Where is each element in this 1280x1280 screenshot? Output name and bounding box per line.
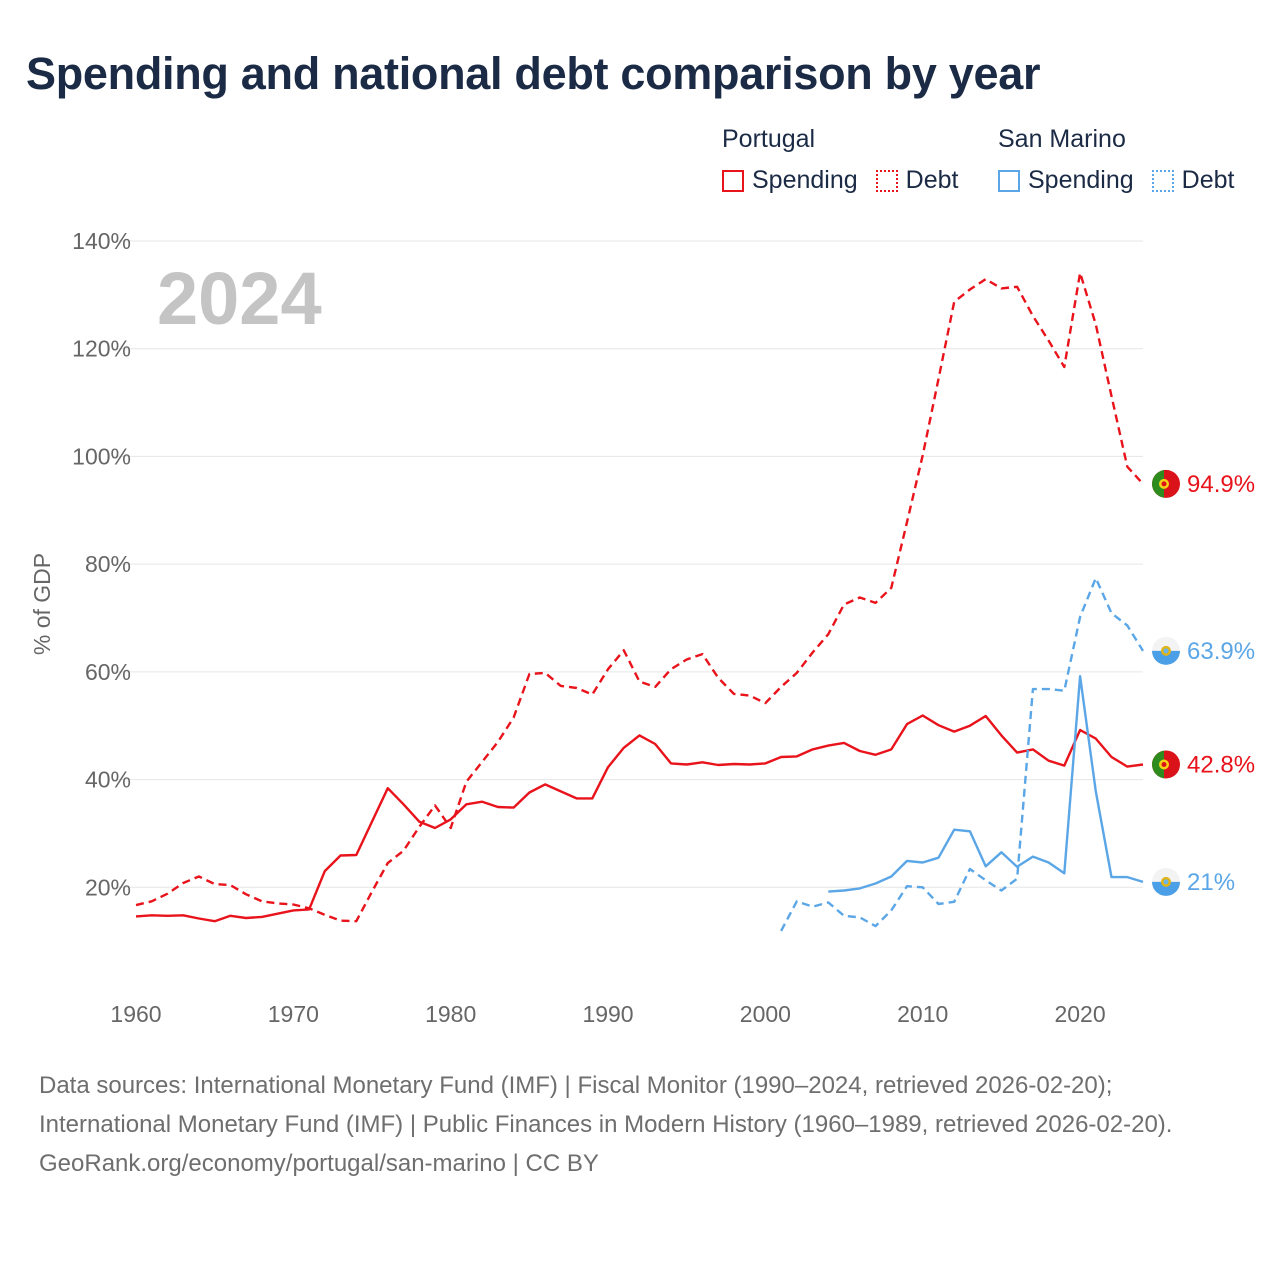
legend-swatch-dotted bbox=[1151, 169, 1174, 192]
series-layer bbox=[135, 271, 1145, 932]
legend-label: Spending bbox=[752, 166, 858, 194]
legend-portugal-spending[interactable]: Spending bbox=[722, 166, 858, 195]
x-tick-label: 2010 bbox=[897, 1001, 948, 1027]
y-tick-label: 120% bbox=[72, 336, 131, 362]
data-sources-text: Data sources: International Monetary Fun… bbox=[39, 1072, 1173, 1138]
legend-label: Debt bbox=[905, 166, 959, 194]
flag-shield bbox=[1161, 481, 1167, 487]
series-line-san-marino-debt[interactable] bbox=[780, 576, 1145, 932]
flag-emblem-center bbox=[1163, 648, 1169, 654]
x-tick-label: 1980 bbox=[425, 1001, 476, 1027]
end-value-label: 21% bbox=[1187, 869, 1235, 896]
chart-title: Spending and national debt comparison by… bbox=[26, 48, 1041, 99]
end-marker-san-marino-spending: 21% bbox=[1152, 867, 1235, 896]
axis-layer: 20% 40% 60% 80% 100% 120% 140% 1960 1970 1980 1990… bbox=[72, 228, 1105, 1027]
x-tick-label: 1960 bbox=[110, 1001, 161, 1027]
x-tick-label: 2020 bbox=[1054, 1001, 1105, 1027]
source-link[interactable]: GeoRank.org/economy/portugal/san-marino … bbox=[39, 1150, 599, 1177]
end-value-label: 63.9% bbox=[1187, 638, 1255, 665]
line-chart: 2024 % of GDP 20% 40% 60% 80% 100% 120% 140% 19… bbox=[29, 228, 1255, 1027]
legend-portugal-debt[interactable]: Debt bbox=[875, 166, 959, 195]
legend-group-portugal: Portugal Spending Debt bbox=[722, 122, 976, 195]
legend-country-san-marino: San Marino bbox=[998, 125, 1126, 153]
grid-layer bbox=[112, 240, 1143, 888]
legend-label: Spending bbox=[1028, 166, 1134, 194]
legend-label: Debt bbox=[1181, 166, 1235, 194]
y-tick-label: 20% bbox=[85, 874, 131, 900]
y-tick-label: 80% bbox=[85, 551, 131, 577]
end-value-label: 94.9% bbox=[1187, 471, 1255, 498]
flag-green-field bbox=[1152, 470, 1164, 498]
legend-san-marino-spending[interactable]: Spending bbox=[998, 166, 1134, 195]
legend-group-san-marino: San Marino Spending Debt bbox=[998, 122, 1252, 195]
y-tick-label: 140% bbox=[72, 228, 131, 254]
end-value-label: 42.8% bbox=[1187, 751, 1255, 778]
y-tick-label: 60% bbox=[85, 659, 131, 685]
end-marker-portugal-spending: 42.8% bbox=[1152, 750, 1255, 779]
series-line-portugal-spending[interactable] bbox=[135, 714, 1144, 923]
series-line-san-marino-spending[interactable] bbox=[828, 675, 1144, 893]
legend-swatch-solid bbox=[722, 169, 744, 192]
x-tick-label: 1970 bbox=[268, 1001, 319, 1027]
flag-blue-field bbox=[1152, 881, 1181, 896]
marker-layer: 94.9% 42.8% 63.9% 21% bbox=[1152, 469, 1255, 896]
flag-emblem-center bbox=[1163, 879, 1169, 885]
x-tick-label: 1990 bbox=[582, 1001, 633, 1027]
year-watermark: 2024 bbox=[157, 257, 322, 340]
footer: Data sources: International Monetary Fun… bbox=[39, 1066, 1239, 1183]
flag-green-field bbox=[1152, 750, 1164, 779]
x-tick-label: 2000 bbox=[740, 1001, 791, 1027]
series-line-portugal-debt[interactable] bbox=[135, 271, 1144, 923]
end-marker-portugal-debt: 94.9% bbox=[1152, 469, 1255, 498]
flag-blue-field bbox=[1152, 650, 1181, 665]
legend-swatch-solid bbox=[998, 169, 1020, 192]
legend-san-marino-debt[interactable]: Debt bbox=[1151, 166, 1235, 195]
legend-country-portugal: Portugal bbox=[722, 125, 816, 153]
flag-shield bbox=[1161, 761, 1167, 767]
y-axis-label: % of GDP bbox=[29, 553, 55, 655]
y-tick-label: 100% bbox=[72, 443, 131, 469]
legend-swatch-dotted bbox=[875, 169, 898, 192]
end-marker-san-marino-debt: 63.9% bbox=[1152, 636, 1255, 665]
y-tick-label: 40% bbox=[85, 767, 131, 793]
